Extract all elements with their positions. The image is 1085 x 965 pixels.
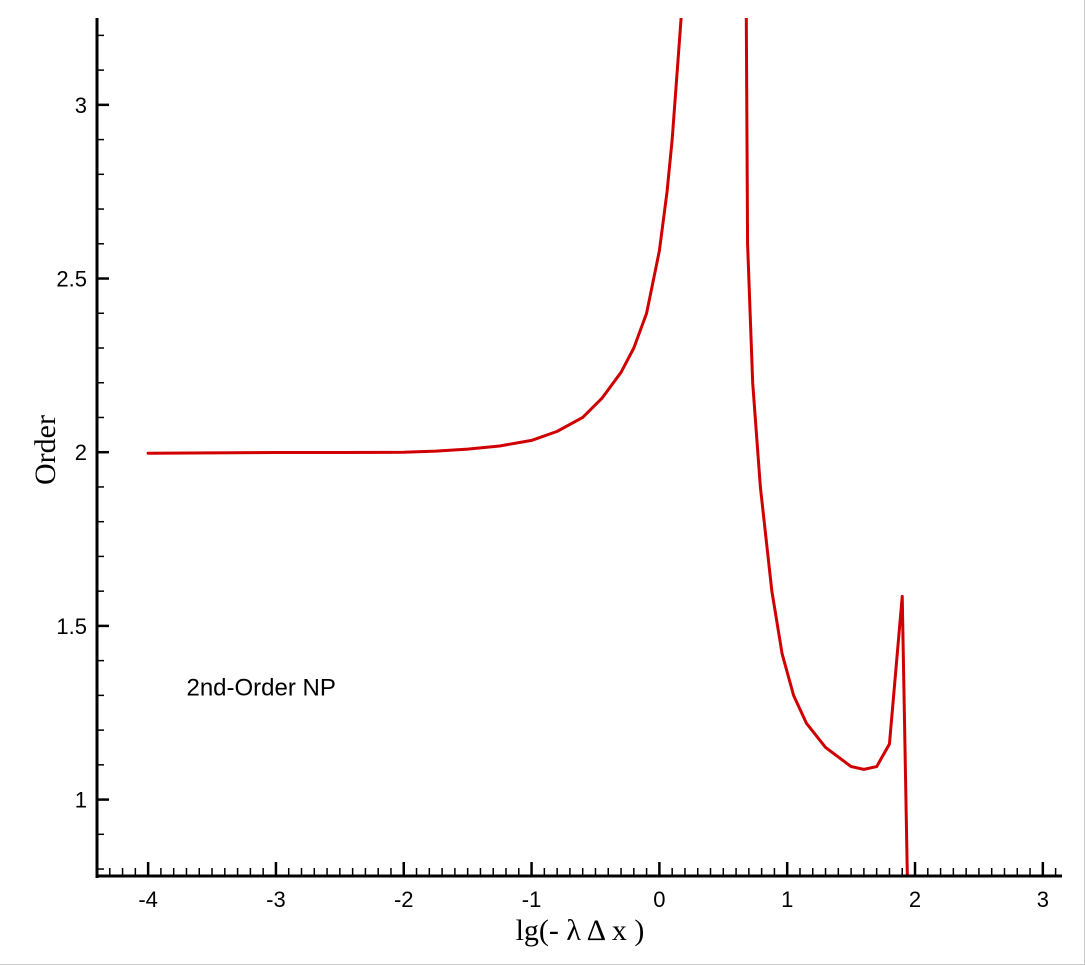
series-line-segment — [146, 18, 683, 455]
y-tick-label: 1.5 — [56, 614, 87, 639]
series-layer — [146, 18, 909, 876]
annotation-layer: 2nd-Order NP — [186, 674, 335, 701]
y-tick-label: 1 — [75, 788, 87, 813]
y-axis-tick-labels: 1 1.5 2 2.5 3 — [56, 93, 87, 813]
annotation-label: 2nd-Order NP — [186, 674, 335, 701]
x-tick-label: -2 — [394, 887, 414, 912]
y-tick-label: 2.5 — [56, 267, 87, 292]
series-line-segment — [744, 18, 909, 876]
y-axis-ticks — [97, 34, 109, 870]
x-tick-label: -1 — [522, 887, 542, 912]
x-tick-label: 3 — [1037, 887, 1049, 912]
y-tick-label: 3 — [75, 93, 87, 118]
x-axis-ticks — [109, 862, 1057, 876]
x-axis-tick-labels: -4 -3 -2 -1 0 1 2 3 — [138, 887, 1049, 912]
y-tick-label: 2 — [75, 440, 87, 465]
x-axis-title: lg(- λ Δ x ) — [516, 914, 645, 947]
x-tick-label: 2 — [909, 887, 921, 912]
x-tick-label: 0 — [653, 887, 665, 912]
x-tick-label: -4 — [138, 887, 158, 912]
y-axis-title: Order — [29, 415, 62, 485]
x-tick-label: -3 — [266, 887, 286, 912]
x-tick-label: 1 — [781, 887, 793, 912]
